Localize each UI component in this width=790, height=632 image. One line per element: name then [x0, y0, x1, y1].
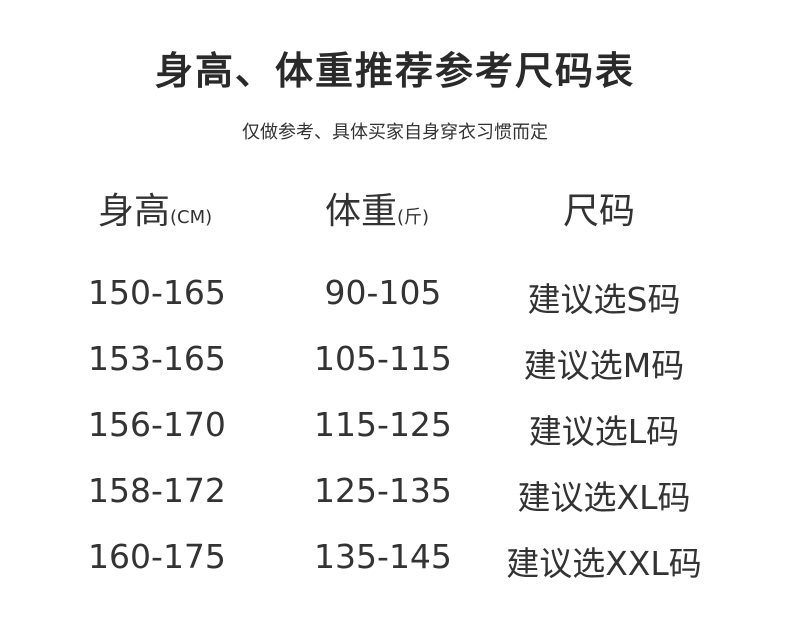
- table-cell: 158-172: [88, 471, 226, 510]
- table-cell: 125-135: [314, 471, 452, 510]
- header-height: 身高(CM): [98, 191, 213, 232]
- table-cell: 156-170: [88, 405, 226, 444]
- table-cell: 建议选XL码: [517, 478, 691, 517]
- table-cell: 建议选S码: [527, 280, 681, 319]
- table-cell: 建议选XXL码: [506, 544, 702, 583]
- table-cell: 建议选M码: [523, 346, 685, 385]
- table-cell: 115-125: [314, 405, 452, 444]
- table-cell: 135-145: [314, 537, 452, 576]
- table-cell: 105-115: [314, 339, 452, 378]
- header-size: 尺码: [563, 191, 636, 232]
- page-title: 身高、体重推荐参考尺码表: [154, 49, 635, 93]
- header-weight: 体重(斤): [325, 191, 430, 232]
- table-cell: 153-165: [88, 339, 226, 378]
- subtitle: 仅做参考、具体买家自身穿衣习惯而定: [242, 122, 548, 143]
- table-cell: 160-175: [88, 537, 226, 576]
- table-cell: 150-165: [88, 273, 226, 312]
- table-cell: 90-105: [324, 273, 442, 312]
- table-cell: 建议选L码: [528, 412, 680, 451]
